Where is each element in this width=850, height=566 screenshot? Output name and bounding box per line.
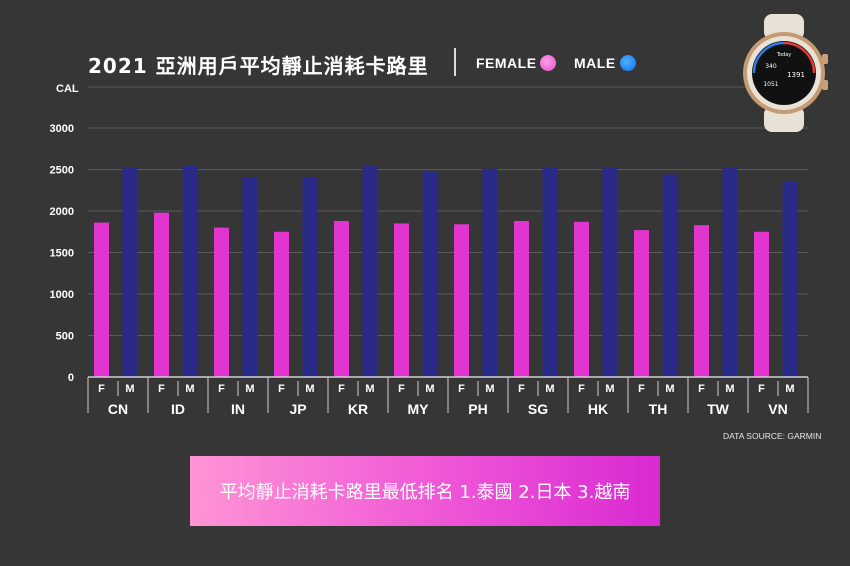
bar-hk-female [574, 221, 589, 377]
watch-image: Today 340 1391 1051 [743, 14, 828, 132]
x-sub-label: F [758, 383, 765, 395]
category-label: PH [468, 401, 487, 417]
bar-sg-female [514, 220, 529, 377]
summary-banner: 平均靜止消耗卡路里最低排名 1.泰國 2.日本 3.越南 [190, 456, 660, 526]
bar-jp-male [302, 176, 318, 377]
bar-cn-female [94, 222, 109, 377]
chart-title: 2021 亞洲用戶平均靜止消耗卡路里 [88, 54, 429, 78]
x-sub-label: F [458, 383, 465, 395]
y-axis-label: CAL [56, 83, 79, 95]
bar-my-male [422, 171, 438, 377]
x-sub-label: F [158, 383, 165, 395]
category-label: TW [707, 401, 730, 417]
x-sub-label: M [665, 383, 674, 395]
legend-female-label: FEMALE [476, 55, 537, 71]
bar-cn-male [122, 167, 138, 377]
category-label: JP [289, 401, 306, 417]
bar-sg-male [542, 167, 558, 377]
bar-vn-male [782, 181, 798, 377]
bar-id-female [154, 212, 169, 377]
bar-th-female [634, 230, 649, 377]
bar-kr-male [362, 165, 378, 377]
y-tick-label: 3000 [50, 123, 74, 135]
bar-jp-female [274, 231, 289, 377]
title-divider [454, 48, 456, 76]
x-sub-label: F [218, 383, 225, 395]
x-sub-label: F [638, 383, 645, 395]
bar-in-female [214, 227, 229, 377]
x-sub-label: F [278, 383, 285, 395]
legend-male-dot [620, 55, 636, 71]
x-sub-label: M [185, 383, 194, 395]
y-tick-label: 1500 [50, 248, 74, 260]
bar-ph-male [482, 168, 498, 377]
x-sub-label: M [245, 383, 254, 395]
x-sub-label: F [698, 383, 705, 395]
bar-tw-male [722, 167, 738, 377]
category-label: HK [588, 401, 608, 417]
watch-mid-value: 1391 [787, 71, 805, 79]
x-sub-label: F [518, 383, 525, 395]
data-source: DATA SOURCE: GARMIN [723, 431, 822, 441]
x-sub-label: M [125, 383, 134, 395]
x-sub-label: M [785, 383, 794, 395]
y-tick-label: 0 [68, 372, 74, 384]
watch-bottom-value: 1051 [763, 81, 778, 88]
legend-male-label: MALE [574, 55, 616, 71]
y-tick-label: 2500 [50, 165, 74, 177]
watch-top-value: 340 [765, 63, 777, 70]
category-label: MY [408, 401, 430, 417]
bar-vn-female [754, 231, 769, 377]
x-sub-label: F [98, 383, 105, 395]
x-sub-label: F [338, 383, 345, 395]
x-sub-label: M [305, 383, 314, 395]
x-sub-label: M [725, 383, 734, 395]
bar-hk-male [602, 167, 618, 377]
bar-my-female [394, 223, 409, 377]
x-sub-label: M [365, 383, 374, 395]
x-sub-label: F [578, 383, 585, 395]
x-sub-label: M [485, 383, 494, 395]
watch-label: Today [776, 52, 792, 58]
bar-id-male [182, 165, 198, 377]
legend-female-dot [540, 55, 556, 71]
y-tick-label: 2000 [50, 206, 74, 218]
x-sub-label: M [545, 383, 554, 395]
category-label: ID [171, 401, 185, 417]
category-label: SG [528, 401, 548, 417]
bar-ph-female [454, 224, 469, 377]
y-tick-label: 500 [56, 331, 74, 343]
summary-banner-text: 平均靜止消耗卡路里最低排名 1.泰國 2.日本 3.越南 [219, 482, 631, 503]
bar-th-male [662, 174, 678, 377]
category-label: VN [768, 401, 787, 417]
category-label: KR [348, 401, 368, 417]
bar-kr-female [334, 220, 349, 377]
bar-in-male [242, 176, 258, 377]
y-tick-label: 1000 [50, 289, 74, 301]
category-label: TH [649, 401, 668, 417]
x-sub-label: M [425, 383, 434, 395]
bar-tw-female [694, 225, 709, 377]
x-sub-label: M [605, 383, 614, 395]
category-label: IN [231, 401, 245, 417]
category-label: CN [108, 401, 128, 417]
x-sub-label: F [398, 383, 405, 395]
